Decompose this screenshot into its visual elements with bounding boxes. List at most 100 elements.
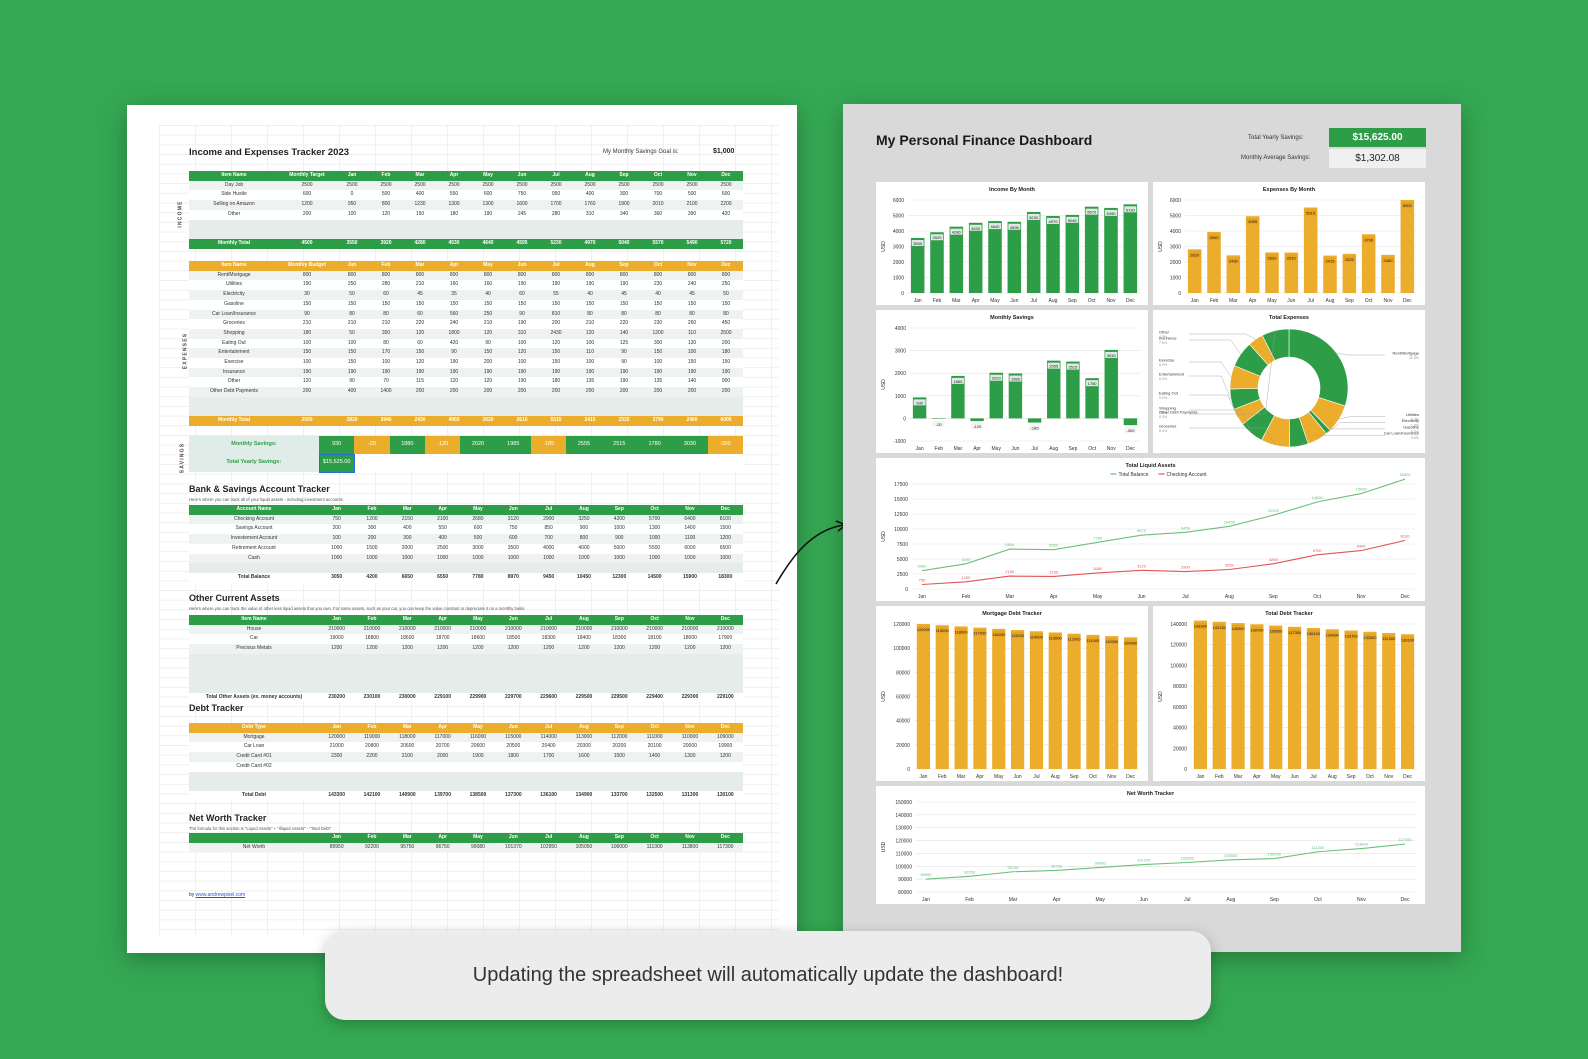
table-cell[interactable]: 120 <box>279 377 335 388</box>
table-cell[interactable] <box>319 673 355 683</box>
table-cell[interactable]: 190 <box>471 367 505 378</box>
table-cell[interactable]: 1000 <box>460 553 496 564</box>
table-cell[interactable]: 200 <box>607 387 641 397</box>
table-cell[interactable] <box>709 229 743 239</box>
table-cell[interactable]: 18000 <box>672 634 708 645</box>
table-cell[interactable]: 90 <box>471 338 505 349</box>
table-cell[interactable]: 1300 <box>437 200 471 210</box>
table-cell[interactable]: 1200 <box>641 328 675 339</box>
table-cell[interactable]: 120 <box>403 358 437 368</box>
table-cell[interactable]: Mortgage <box>189 732 319 743</box>
table-cell[interactable]: 1200 <box>707 752 743 762</box>
table-cell[interactable]: 190 <box>539 367 573 378</box>
table-cell[interactable] <box>354 781 390 791</box>
table-cell[interactable]: 18500 <box>495 634 531 645</box>
table-cell[interactable] <box>495 771 531 782</box>
footer-link[interactable]: www.andrewpixel.com <box>195 892 246 898</box>
table-cell[interactable] <box>335 219 369 230</box>
table-cell[interactable]: 150 <box>471 299 505 310</box>
table-cell[interactable]: 150 <box>437 299 471 310</box>
table-cell[interactable]: 190 <box>369 367 403 378</box>
table-cell[interactable]: 210000 <box>636 624 673 635</box>
table-cell[interactable]: 50 <box>335 328 369 339</box>
table-cell[interactable]: 1300 <box>636 524 673 535</box>
table-cell[interactable]: 80 <box>573 309 607 320</box>
table-cell[interactable]: 150 <box>335 299 369 310</box>
table-cell[interactable]: 220 <box>403 319 437 329</box>
table-cell[interactable] <box>354 682 390 693</box>
table-cell[interactable]: 210 <box>279 319 335 329</box>
table-cell[interactable] <box>189 219 279 230</box>
table-cell[interactable] <box>566 673 602 683</box>
table-cell[interactable] <box>672 673 708 683</box>
table-cell[interactable] <box>189 563 319 573</box>
table-cell[interactable]: 19900 <box>707 742 743 753</box>
table-cell[interactable]: 200 <box>471 358 505 368</box>
table-cell[interactable] <box>530 761 567 772</box>
table-cell[interactable]: 190 <box>505 319 539 329</box>
table-cell[interactable]: 18800 <box>354 634 390 645</box>
table-cell[interactable]: 1200 <box>389 644 425 654</box>
table-cell[interactable]: 90 <box>279 309 335 320</box>
table-cell[interactable]: Savings Account <box>189 524 319 535</box>
table-cell[interactable]: Gasoline <box>189 299 279 310</box>
table-cell[interactable]: Car Loan <box>189 742 319 753</box>
table-cell[interactable] <box>709 396 743 407</box>
table-cell[interactable] <box>505 396 539 407</box>
table-cell[interactable]: 1200 <box>636 644 673 654</box>
table-cell[interactable]: 280 <box>539 209 573 220</box>
table-cell[interactable]: Rent/Mortgage <box>189 270 279 281</box>
table-cell[interactable]: Eating Out <box>189 338 279 349</box>
table-cell[interactable]: 117000 <box>424 732 461 743</box>
table-cell[interactable]: 20500 <box>495 742 531 753</box>
table-cell[interactable] <box>471 229 505 239</box>
table-cell[interactable]: 800 <box>437 270 471 281</box>
table-cell[interactable]: 2100 <box>424 514 461 525</box>
table-cell[interactable]: 800 <box>471 270 505 281</box>
table-cell[interactable]: 90 <box>437 348 471 359</box>
table-cell[interactable]: 150 <box>505 299 539 310</box>
table-cell[interactable]: 230 <box>641 319 675 329</box>
table-cell[interactable] <box>607 219 641 230</box>
table-cell[interactable]: 40 <box>471 290 505 300</box>
table-cell[interactable]: 2500 <box>709 328 743 339</box>
table-cell[interactable]: 100 <box>573 338 607 349</box>
table-cell[interactable] <box>495 781 531 791</box>
table-cell[interactable]: 120 <box>471 328 505 339</box>
table-cell[interactable]: 210 <box>573 319 607 329</box>
table-cell[interactable]: 420 <box>437 338 471 349</box>
table-cell[interactable]: 45 <box>403 290 437 300</box>
table-cell[interactable]: 5000 <box>601 543 637 554</box>
table-cell[interactable]: 140 <box>607 328 641 339</box>
table-cell[interactable] <box>709 219 743 230</box>
table-cell[interactable] <box>495 653 531 664</box>
table-cell[interactable] <box>607 406 641 417</box>
table-cell[interactable] <box>566 761 602 772</box>
table-cell[interactable]: 260 <box>675 319 709 329</box>
table-cell[interactable] <box>354 771 390 782</box>
table-cell[interactable]: 17900 <box>707 634 743 645</box>
table-cell[interactable] <box>566 771 602 782</box>
table-cell[interactable]: Retirement Account <box>189 543 319 554</box>
table-cell[interactable]: 2430 <box>539 328 573 339</box>
table-cell[interactable]: 800 <box>335 270 369 281</box>
table-cell[interactable] <box>672 781 708 791</box>
table-cell[interactable]: 100 <box>573 358 607 368</box>
table-cell[interactable]: 600 <box>460 524 496 535</box>
table-cell[interactable]: 400 <box>389 524 425 535</box>
table-cell[interactable]: 110 <box>573 348 607 359</box>
table-cell[interactable]: 180 <box>279 328 335 339</box>
table-cell[interactable]: 116000 <box>460 732 496 743</box>
table-cell[interactable] <box>530 682 567 693</box>
table-cell[interactable]: 160 <box>471 280 505 291</box>
table-cell[interactable] <box>424 771 461 782</box>
table-cell[interactable]: 1000 <box>354 553 390 564</box>
table-cell[interactable] <box>566 781 602 791</box>
table-cell[interactable]: 400 <box>335 387 369 397</box>
table-cell[interactable] <box>641 406 675 417</box>
table-cell[interactable]: 6500 <box>707 543 743 554</box>
table-cell[interactable]: 300 <box>354 524 390 535</box>
table-cell[interactable] <box>319 781 355 791</box>
table-cell[interactable]: 150 <box>369 299 403 310</box>
table-cell[interactable]: 150 <box>573 299 607 310</box>
